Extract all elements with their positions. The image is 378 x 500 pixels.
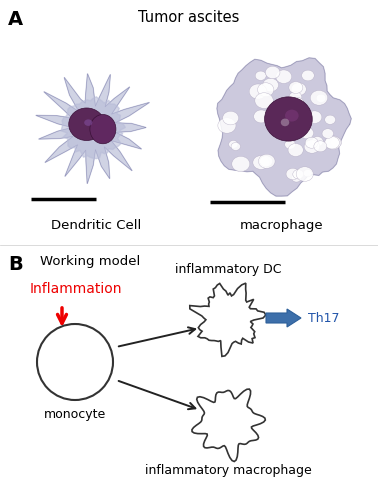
Text: B: B: [8, 255, 23, 274]
Ellipse shape: [263, 78, 279, 92]
Ellipse shape: [304, 170, 312, 177]
Polygon shape: [217, 58, 351, 196]
Ellipse shape: [325, 136, 339, 149]
Ellipse shape: [84, 120, 92, 126]
Ellipse shape: [276, 70, 292, 84]
Ellipse shape: [311, 136, 323, 146]
Ellipse shape: [293, 98, 304, 106]
Ellipse shape: [255, 93, 273, 108]
Text: inflammatory macrophage: inflammatory macrophage: [145, 464, 311, 477]
Ellipse shape: [322, 128, 333, 138]
Text: Inflammation: Inflammation: [30, 282, 122, 296]
Ellipse shape: [316, 94, 326, 102]
Ellipse shape: [232, 156, 250, 172]
Ellipse shape: [265, 97, 312, 141]
Ellipse shape: [296, 167, 313, 182]
Ellipse shape: [255, 71, 266, 81]
Ellipse shape: [257, 83, 274, 96]
Ellipse shape: [223, 111, 239, 125]
Ellipse shape: [288, 144, 303, 156]
Ellipse shape: [37, 324, 113, 400]
Text: Tumor ascites: Tumor ascites: [138, 10, 240, 25]
Ellipse shape: [304, 140, 320, 153]
Ellipse shape: [265, 66, 280, 78]
Ellipse shape: [285, 110, 299, 122]
Text: Th17: Th17: [308, 312, 339, 324]
Ellipse shape: [293, 170, 304, 179]
Text: inflammatory DC: inflammatory DC: [175, 263, 281, 276]
Polygon shape: [192, 389, 265, 462]
Ellipse shape: [302, 70, 314, 81]
Ellipse shape: [249, 84, 267, 99]
Ellipse shape: [289, 92, 302, 102]
Ellipse shape: [331, 138, 342, 147]
Ellipse shape: [259, 154, 275, 168]
Ellipse shape: [281, 118, 289, 126]
Ellipse shape: [90, 114, 116, 144]
Polygon shape: [61, 97, 125, 158]
Ellipse shape: [289, 82, 303, 94]
Ellipse shape: [218, 118, 236, 133]
Ellipse shape: [325, 136, 341, 149]
Ellipse shape: [253, 156, 269, 170]
Ellipse shape: [254, 110, 269, 123]
Text: macrophage: macrophage: [240, 218, 324, 232]
Polygon shape: [190, 283, 266, 356]
Ellipse shape: [305, 137, 318, 148]
Text: A: A: [8, 10, 23, 29]
Ellipse shape: [286, 168, 299, 179]
Ellipse shape: [314, 141, 327, 152]
Ellipse shape: [291, 83, 306, 96]
Ellipse shape: [310, 90, 328, 105]
Ellipse shape: [69, 108, 104, 140]
Ellipse shape: [300, 128, 314, 139]
Ellipse shape: [229, 140, 238, 148]
Polygon shape: [36, 74, 149, 184]
Text: monocyte: monocyte: [44, 408, 106, 421]
Ellipse shape: [231, 142, 240, 150]
Ellipse shape: [299, 116, 312, 128]
Text: Working model: Working model: [40, 255, 140, 268]
Text: Dendritic Cell: Dendritic Cell: [51, 218, 141, 232]
Ellipse shape: [285, 140, 296, 149]
Ellipse shape: [325, 115, 336, 124]
Ellipse shape: [307, 111, 322, 124]
Ellipse shape: [260, 156, 273, 167]
FancyArrow shape: [266, 309, 301, 327]
Ellipse shape: [291, 174, 301, 182]
